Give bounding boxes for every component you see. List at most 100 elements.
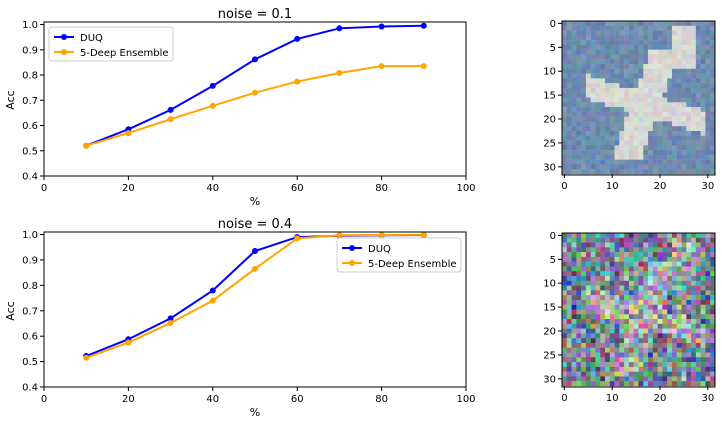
image-pixel <box>676 271 682 277</box>
image-pixel <box>705 237 711 243</box>
image-pixel <box>605 40 611 46</box>
image-pixel <box>681 121 687 127</box>
image-pixel <box>643 247 649 253</box>
image-pixel <box>562 135 567 141</box>
image-pixel <box>624 323 630 329</box>
image-pixel <box>609 299 615 305</box>
image-pixel <box>609 54 615 60</box>
image-pixel <box>633 73 639 79</box>
image-pixel <box>657 49 663 55</box>
image-pixel <box>590 35 596 41</box>
image-pixel <box>576 266 582 272</box>
data-point <box>336 69 343 76</box>
image-pixel <box>571 49 577 55</box>
series-layer <box>83 22 427 149</box>
image-pixel <box>595 304 601 310</box>
image-pixel <box>628 381 634 387</box>
image-pixel <box>614 352 620 358</box>
image-pixel <box>614 323 620 329</box>
image-pixel <box>605 59 611 65</box>
image-pixel <box>562 25 567 31</box>
image-pixel <box>691 87 697 93</box>
image-pixel <box>652 256 658 262</box>
image-pixel <box>590 328 596 334</box>
image-pixel <box>595 261 601 267</box>
image-pixel <box>628 366 634 372</box>
x-tick-label: 0 <box>41 394 47 405</box>
image-pixel <box>562 328 567 334</box>
image-pixel <box>657 276 663 282</box>
image-pixel <box>595 40 601 46</box>
image-pixel <box>691 266 697 272</box>
image-pixel <box>648 54 654 60</box>
image-pixel <box>700 150 706 156</box>
image-pixel <box>590 126 596 132</box>
image-pixel <box>671 314 677 320</box>
image-pixel <box>590 64 596 70</box>
image-pixel <box>562 64 567 70</box>
image-pixel <box>652 338 658 344</box>
image-pixel <box>691 145 697 151</box>
image-pixel <box>576 347 582 353</box>
image-pixel <box>667 256 673 262</box>
image-pixel <box>671 126 677 132</box>
image-pixel <box>667 164 673 170</box>
image-pixel <box>609 304 615 310</box>
image-pixel <box>657 381 663 387</box>
image-pixel <box>691 135 697 141</box>
image-pixel <box>585 266 591 272</box>
image-pixel <box>562 309 567 315</box>
image-pixel <box>595 252 601 258</box>
image-pixel <box>566 73 572 79</box>
image-pixel <box>638 97 644 103</box>
image-pixel <box>562 59 567 65</box>
image-pixel <box>705 280 711 286</box>
image-pixel <box>667 78 673 84</box>
image-pixel <box>576 102 582 108</box>
image-pixel <box>671 102 677 108</box>
image-pixel <box>585 256 591 262</box>
image-pixel <box>705 140 711 146</box>
image-pixel <box>590 111 596 117</box>
image-pixel <box>671 83 677 89</box>
image-pixel <box>671 30 677 36</box>
image-pixel <box>614 266 620 272</box>
image-pixel <box>686 121 692 127</box>
image-pixel <box>585 261 591 267</box>
image-pixel <box>628 328 634 334</box>
image-pixel <box>700 252 706 258</box>
image-pixel <box>624 159 630 165</box>
image-pixel <box>681 357 687 363</box>
image-pixel <box>700 376 706 382</box>
image-pixel <box>695 285 701 291</box>
image-pixel <box>667 304 673 310</box>
image-pixel <box>590 342 596 348</box>
image-pixel <box>691 271 697 277</box>
image-pixel <box>643 68 649 74</box>
image-pixel <box>609 252 615 258</box>
image-pixel <box>628 347 634 353</box>
image-pixel <box>562 252 567 258</box>
image-pixel <box>681 342 687 348</box>
image-pixel <box>600 25 606 31</box>
image-pixel <box>652 154 658 160</box>
image-pixel <box>681 68 687 74</box>
image-pixel <box>571 92 577 98</box>
image-pixel <box>657 366 663 372</box>
image-pixel <box>600 357 606 363</box>
image-pixel <box>600 323 606 329</box>
image-pixel <box>648 116 654 122</box>
image-pixel <box>605 169 611 175</box>
image-pixel <box>585 357 591 363</box>
image-pixel <box>566 266 572 272</box>
image-pixel <box>585 242 591 248</box>
image-pixel <box>576 280 582 286</box>
image-pixel <box>566 21 572 26</box>
x-tick-label: 20 <box>654 393 667 404</box>
image-pixel <box>609 314 615 320</box>
image-pixel <box>605 154 611 160</box>
image-pixel <box>700 30 706 36</box>
image-pixel <box>676 64 682 70</box>
image-pixel <box>695 140 701 146</box>
